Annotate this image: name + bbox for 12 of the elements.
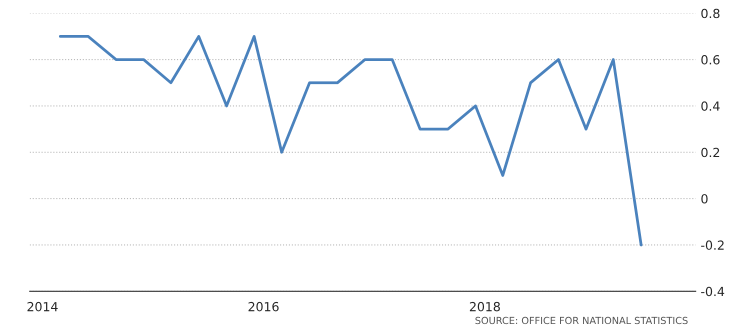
x-tick-label: 2018 — [470, 302, 500, 312]
y-tick-label: -0.4 — [701, 286, 724, 296]
source-note: SOURCE: OFFICE FOR NATIONAL STATISTICS — [475, 316, 688, 324]
x-tick-label: 2016 — [248, 302, 279, 312]
line-series — [58, 35, 643, 246]
y-tick-label: 0.6 — [701, 55, 720, 65]
y-tick-label: 0.4 — [701, 101, 720, 111]
y-tick-label: -0.2 — [701, 240, 724, 250]
y-tick-label: 0 — [701, 194, 708, 204]
y-tick-label: 0.2 — [701, 148, 720, 158]
y-tick-label: 0.8 — [701, 8, 720, 18]
x-tick-label: 2014 — [27, 302, 58, 312]
